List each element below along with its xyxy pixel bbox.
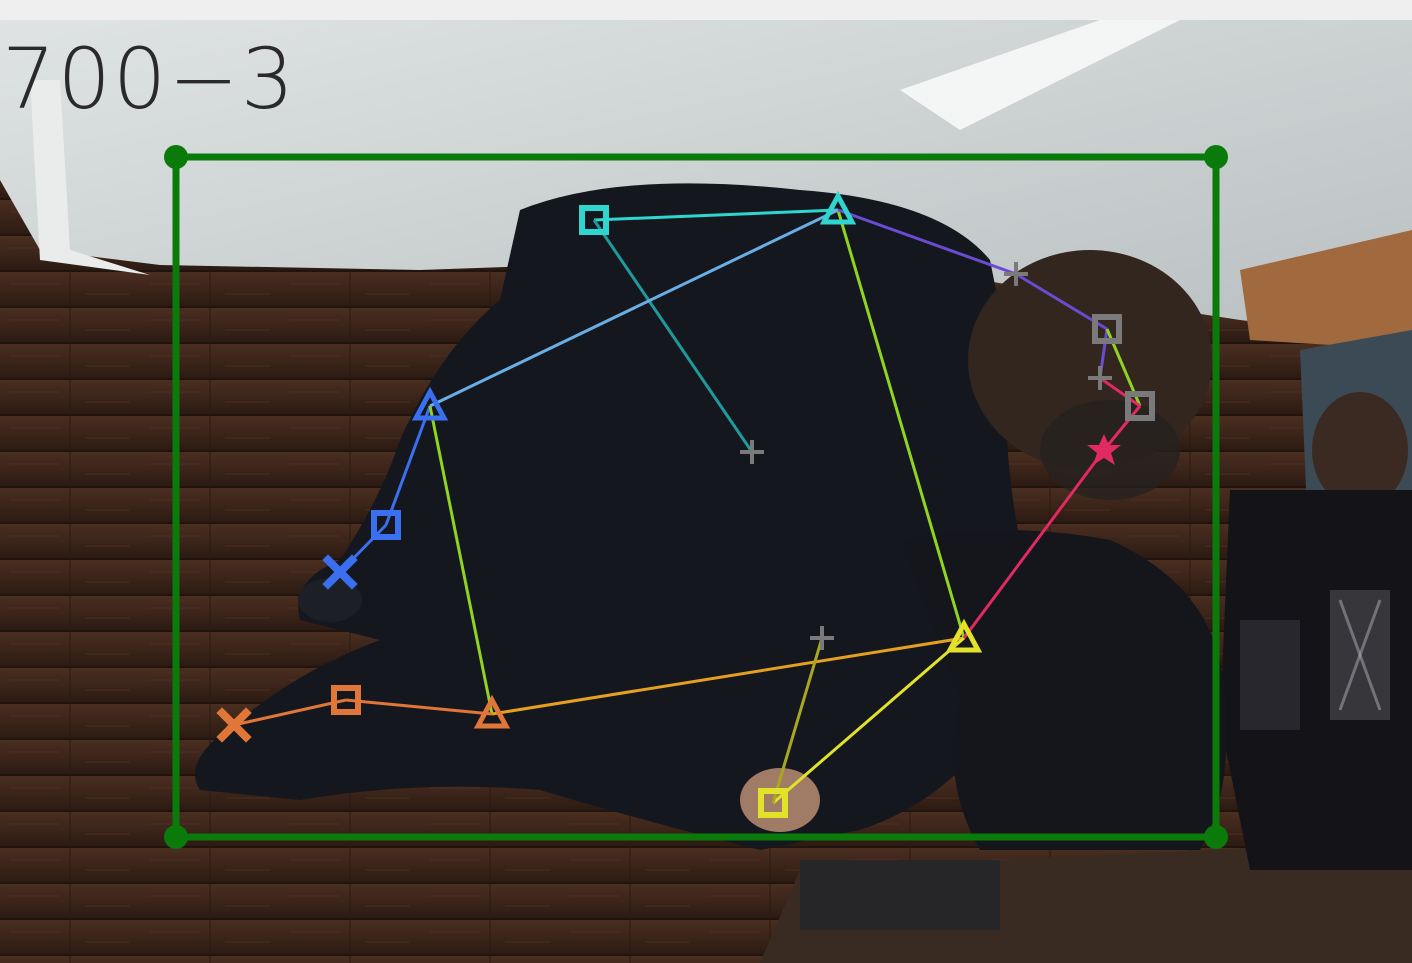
bbox-handle-top-left[interactable] <box>164 145 188 169</box>
bbox-handle-top-right[interactable] <box>1204 145 1228 169</box>
bone-right-thigh <box>772 636 965 805</box>
keypoint-left-knee-square[interactable] <box>331 685 361 715</box>
keypoint-head-left-cross[interactable] <box>1004 262 1028 286</box>
bone-spine <box>592 219 754 453</box>
wall-edge <box>30 80 150 275</box>
bbox-rect[interactable] <box>172 153 1220 841</box>
bbox-handle-bottom-left[interactable] <box>164 825 188 849</box>
bone-right-neck <box>962 449 1106 639</box>
keypoint-center-cross[interactable] <box>740 440 764 464</box>
left-hand-area <box>298 578 362 622</box>
keypoint-nose-triangle[interactable] <box>819 190 857 225</box>
keypoint-neck-square[interactable] <box>579 205 609 235</box>
keypoint-left-wrist-x[interactable] <box>322 554 358 590</box>
bone-face <box>1102 405 1142 451</box>
bone-left-shoulder <box>429 208 839 408</box>
keypoint-left-shoulder-triangle[interactable] <box>411 386 449 421</box>
bone-right-torso <box>836 209 966 639</box>
annotated-frame: 700−3 <box>0 20 1412 963</box>
bone-head-left <box>837 208 1017 276</box>
bone-left-shin <box>233 698 347 727</box>
bone-left-upper-arm <box>384 405 432 526</box>
keypoint-head-top-square[interactable] <box>1092 314 1122 344</box>
bone-head-top <box>1015 272 1108 331</box>
skeleton-bones <box>233 208 1142 805</box>
keypoint-right-knee-square[interactable] <box>758 788 788 818</box>
floor-object <box>800 860 1000 930</box>
keypoint-face-star[interactable] <box>1087 434 1121 465</box>
bone-nose-neck <box>593 208 839 222</box>
photo-background <box>0 20 1412 963</box>
keypoint-right-hip-triangle[interactable] <box>945 618 983 653</box>
keypoint-left-ankle-x[interactable] <box>216 707 252 743</box>
keypoint-left-hip-triangle[interactable] <box>473 694 511 729</box>
door-frame <box>1240 230 1412 350</box>
keypoint-head-right-square[interactable] <box>1125 391 1155 421</box>
bone-hip <box>491 636 965 716</box>
bone-ear <box>1099 376 1141 408</box>
keypoint-ear-cross[interactable] <box>1088 366 1112 390</box>
keypoint-left-elbow-square[interactable] <box>371 510 401 540</box>
background-person <box>1220 392 1412 870</box>
frame-label: 700−3 <box>2 30 296 128</box>
bone-left-torso <box>428 405 494 715</box>
wall-highlight <box>900 20 1180 130</box>
annotated-photo: 700−3 <box>0 20 1412 963</box>
bone-right-shin <box>771 637 824 804</box>
keypoint-right-ankle-cross[interactable] <box>810 626 834 650</box>
bounding-box[interactable] <box>164 145 1228 849</box>
main-person <box>195 183 1227 851</box>
bone-left-thigh <box>345 698 493 716</box>
keypoints <box>216 190 1155 818</box>
bbox-handle-bottom-right[interactable] <box>1204 825 1228 849</box>
